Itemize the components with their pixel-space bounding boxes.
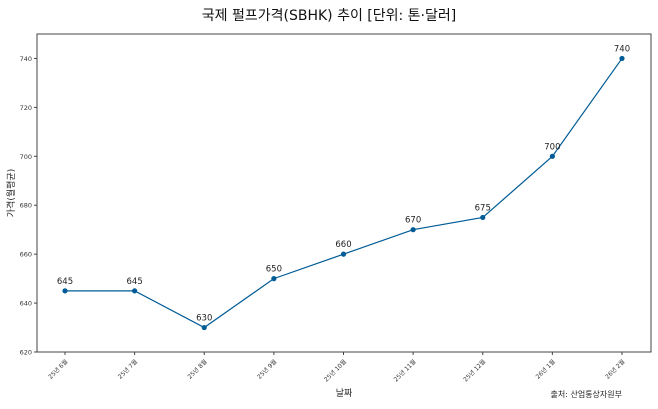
data-point-marker <box>340 251 347 257</box>
x-tick-label: 25년 6월 <box>46 358 69 381</box>
data-point-label: 740 <box>614 44 630 54</box>
series-sbhk <box>62 55 625 331</box>
y-tick-label: 700 <box>20 153 32 161</box>
data-point-marker <box>271 276 277 282</box>
data-point-marker <box>132 288 138 294</box>
x-tick-label: 25년 7월 <box>116 358 139 381</box>
y-tick-label: 720 <box>20 104 32 112</box>
data-labels: 645 645 630 650 660 670 675 700 740 <box>57 44 630 323</box>
data-point-marker <box>410 227 416 233</box>
data-point-marker <box>619 55 625 62</box>
plot-area-frame <box>36 33 652 353</box>
x-axis-label: 날짜 <box>336 388 353 399</box>
x-tick-label: 25년 9월 <box>255 358 278 381</box>
x-tick-label: 25년 12월 <box>462 358 488 384</box>
y-tick-label: 680 <box>20 202 32 210</box>
data-point-label: 700 <box>544 142 560 152</box>
source-annotation: 출처: 산업통상자원부 <box>551 389 622 399</box>
y-tick-label: 640 <box>20 300 32 308</box>
data-point-label: 650 <box>266 265 282 275</box>
x-tick-label: 25년 10월 <box>322 358 348 384</box>
y-axis-ticks: 620 640 660 680 700 720 740 <box>20 55 37 357</box>
data-point-label: 660 <box>335 240 351 250</box>
data-point-marker <box>201 324 207 331</box>
data-point-marker <box>549 153 555 159</box>
x-axis-ticks: 25년 6월 25년 7월 25년 8월 25년 9월 25년 10월 25년 11월 25… <box>46 352 626 383</box>
chart-title: 국제 펄프가격(SBHK) 추이 [단위: 톤·달러] <box>202 8 456 24</box>
x-tick-label: 26년 1월 <box>534 358 557 381</box>
x-tick-label: 25년 11월 <box>392 358 418 384</box>
y-axis-label: 가격(월평균) <box>5 169 17 217</box>
y-tick-label: 620 <box>20 349 32 357</box>
data-point-label: 670 <box>405 216 421 226</box>
y-tick-label: 740 <box>20 55 32 63</box>
series-line <box>65 58 623 329</box>
data-point-marker <box>480 214 486 221</box>
data-point-label: 645 <box>127 277 143 287</box>
data-point-label: 675 <box>475 203 491 213</box>
x-tick-label: 25년 8월 <box>186 358 209 381</box>
data-point-label: 630 <box>196 314 212 324</box>
y-tick-label: 660 <box>20 251 32 259</box>
x-tick-label: 26년 2월 <box>603 358 626 381</box>
data-point-marker <box>62 288 68 294</box>
data-point-label: 645 <box>57 277 73 287</box>
